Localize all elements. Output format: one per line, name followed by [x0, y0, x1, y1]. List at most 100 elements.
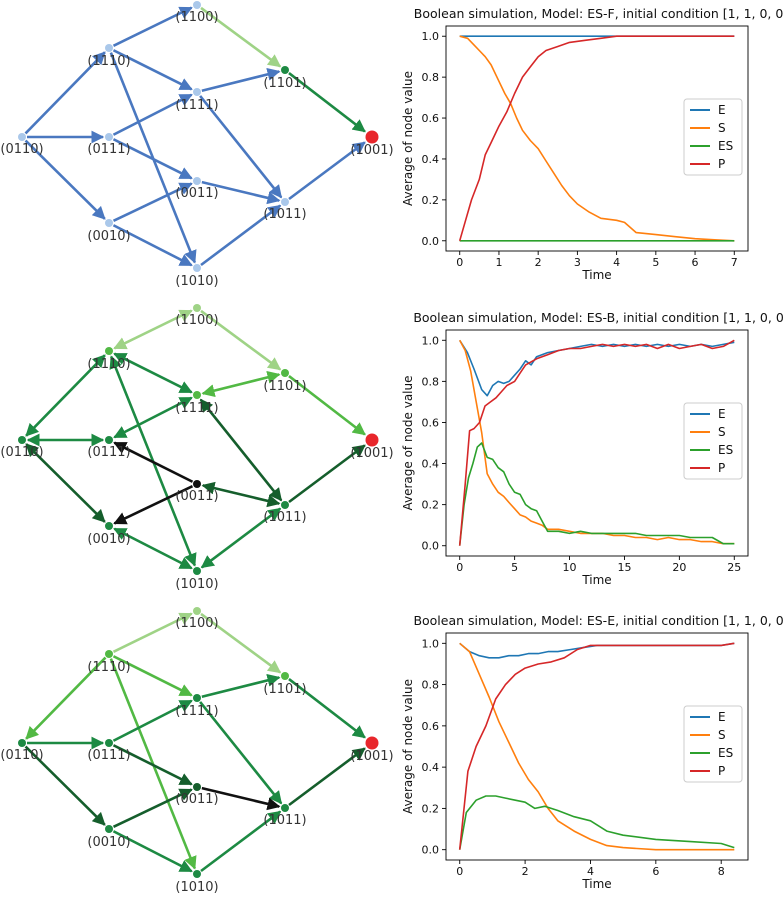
node-1111 — [193, 694, 201, 702]
node-1110 — [105, 44, 113, 52]
series-lines — [458, 35, 735, 242]
node-0110 — [18, 739, 26, 747]
node-1100 — [193, 607, 201, 615]
legend-label-p: P — [718, 764, 725, 778]
x-axis: 0 1 2 3 4 5 6 7 Time — [456, 251, 738, 282]
y-axis-label: Average of node value — [401, 679, 415, 814]
x-tick-label: 0 — [456, 561, 463, 574]
x-tick-label: 20 — [672, 561, 686, 574]
y-tick-label: 0.0 — [422, 844, 440, 857]
edge-1011-1001 — [288, 141, 366, 201]
x-axis-label: Time — [581, 573, 611, 587]
edge-0111-0011 — [112, 138, 193, 180]
edge-0110-0010 — [24, 139, 106, 220]
network-panel-1: (0110) (0111) (0010) (1110) (1100) (1111) (001… — [0, 1, 394, 289]
y-tick-label: 0.0 — [422, 540, 440, 553]
node-label-1110: (1110) — [87, 660, 130, 675]
edge-0111-1111 — [112, 699, 193, 742]
node-0011 — [193, 177, 201, 185]
edge-1111-1011 — [199, 95, 283, 199]
x-axis-label: Time — [581, 268, 611, 282]
edge-1101-1001 — [288, 72, 366, 133]
node-1010 — [193, 567, 201, 575]
y-axis: 0.0 0.2 0.4 0.6 0.8 1.0 Average of node value — [401, 637, 446, 857]
node-label-0010: (0010) — [87, 229, 130, 244]
node-1010 — [193, 264, 201, 272]
series-lines — [458, 642, 735, 851]
node-1100 — [193, 1, 201, 9]
edge-0011-0010 — [113, 484, 194, 525]
network-edges — [25, 309, 366, 570]
legend: ES ES P — [683, 402, 743, 480]
y-tick-label: 0.6 — [422, 720, 440, 733]
legend-label-es: ES — [718, 746, 733, 760]
edge-1101-1001 — [288, 678, 366, 739]
node-label-1100: (1100) — [175, 313, 218, 328]
edge-1101-1001 — [288, 375, 366, 436]
y-tick-label: 0.2 — [422, 802, 440, 815]
edge-1110-1100 — [113, 309, 193, 350]
node-1110 — [105, 650, 113, 658]
y-tick-label: 0.8 — [422, 71, 440, 84]
node-1001 — [365, 433, 379, 447]
edge-1011-1001 — [288, 444, 366, 504]
y-tick-label: 1.0 — [422, 30, 440, 43]
node-label-1001: (1001) — [350, 749, 393, 764]
legend-box — [683, 98, 743, 176]
network-nodes: (0110) (0111) (0010) (1110) (1100) (1111) (001… — [0, 304, 394, 592]
plot-frame — [445, 632, 749, 861]
node-label-1001: (1001) — [350, 143, 393, 158]
node-label-1011: (1011) — [263, 510, 306, 525]
legend-label-p: P — [718, 461, 725, 475]
node-1010 — [193, 870, 201, 878]
node-label-0011: (0011) — [175, 186, 218, 201]
y-tick-label: 0.8 — [422, 375, 440, 388]
edge-0010-1010 — [112, 830, 193, 873]
edge-1010-1011 — [200, 204, 282, 267]
y-tick-label: 1.0 — [422, 334, 440, 347]
legend-label-s: S — [718, 121, 726, 135]
legend-label-e: E — [718, 407, 726, 421]
legend: ES ES P — [683, 705, 743, 783]
edge-1111-1101 — [201, 67, 281, 93]
series-line-p — [458, 35, 735, 242]
y-axis: 0.0 0.2 0.4 0.6 0.8 1.0 Average of node value — [401, 334, 446, 553]
series-line-e — [459, 339, 735, 397]
node-label-0111: (0111) — [87, 445, 130, 460]
node-0110 — [18, 133, 26, 141]
edge-0010-1010 — [112, 224, 193, 267]
node-0011 — [193, 783, 201, 791]
series-line-es — [458, 795, 735, 850]
node-0111 — [105, 133, 113, 141]
network-panel-2: (0110) (0111) (0010) (1110) (1100) (1111) (001… — [0, 304, 394, 592]
network-edges — [24, 6, 366, 267]
node-label-0011: (0011) — [175, 489, 218, 504]
chart-title: Boolean simulation, Model: ES-F, initial… — [414, 6, 783, 21]
edge-0011-1011 — [201, 481, 281, 508]
legend-label-es: ES — [718, 139, 733, 153]
edge-0011-1011 — [201, 180, 281, 205]
node-label-1101: (1101) — [263, 76, 306, 91]
network-diagrams: (0110) (0111) (0010) (1110) (1100) (1111) (001… — [0, 1, 394, 895]
y-tick-label: 0.6 — [422, 416, 440, 429]
node-label-1111: (1111) — [175, 401, 218, 416]
edge-1010-1011 — [200, 507, 282, 569]
node-1011 — [281, 804, 289, 812]
edge-1110-1111 — [112, 655, 193, 697]
series-line-s — [459, 35, 735, 242]
node-label-1001: (1001) — [350, 446, 393, 461]
legend-label-p: P — [718, 157, 725, 171]
y-tick-label: 0.4 — [422, 761, 440, 774]
y-tick-label: 0.4 — [422, 458, 440, 471]
edge-1110-1111 — [112, 49, 193, 91]
legend-box — [683, 402, 743, 480]
node-1101 — [281, 672, 289, 680]
edge-1100-1101 — [200, 612, 282, 674]
x-axis: 0 5 10 15 20 25 Time — [456, 556, 741, 587]
series-line-s — [459, 642, 735, 851]
node-label-0010: (0010) — [87, 532, 130, 547]
x-tick-label: 5 — [652, 256, 659, 269]
edge-1110-1100 — [112, 6, 193, 47]
network-nodes: (0110) (0111) (0010) (1110) (1100) (1111) (001… — [0, 607, 394, 895]
node-label-0010: (0010) — [87, 835, 130, 850]
